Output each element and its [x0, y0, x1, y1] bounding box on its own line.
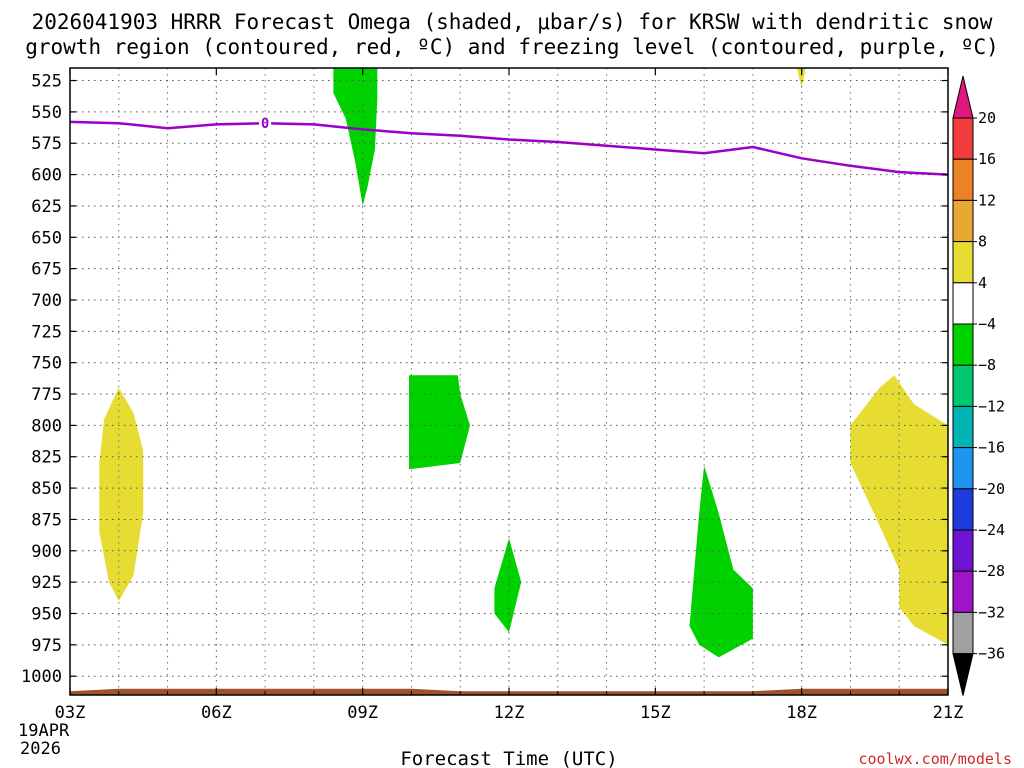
y-tick-label-525: 525	[31, 72, 62, 92]
y-tick-label-800: 800	[31, 416, 62, 436]
y-tick-label-925: 925	[31, 573, 62, 593]
colorbar-label-7: −12	[978, 397, 1005, 415]
x-axis-title: Forecast Time (UTC)	[400, 748, 617, 768]
colorbar-bin-1	[952, 158, 974, 201]
y-tick-label-575: 575	[31, 134, 62, 154]
colorbar-bin-12	[952, 611, 974, 655]
colorbar-bin-0	[952, 117, 974, 160]
gridlines	[70, 68, 948, 695]
omega-region-yellow-top-18z	[796, 68, 806, 89]
colorbar-bin-7	[952, 405, 974, 449]
date-line-day: 19APR	[18, 721, 70, 741]
colorbar-bin-2	[952, 199, 974, 243]
colorbar-label-2: 12	[978, 191, 996, 209]
y-tick-label-850: 850	[31, 479, 62, 499]
y-tick-label-625: 625	[31, 197, 62, 217]
colorbar-top-arrow	[952, 75, 974, 119]
x-tick-label-03Z: 03Z	[55, 703, 86, 723]
y-axis: 525 550 575 600 625 650 675 700 725 750 775 800 825 8…	[21, 72, 948, 687]
freezing-level-line	[69, 120, 949, 176]
colorbar-bin-5	[952, 323, 974, 366]
x-tick-label-12Z: 12Z	[494, 703, 525, 723]
x-axis: 03Z 06Z 09Z 12Z 15Z 18Z 21Z	[55, 68, 964, 723]
y-tick-label-600: 600	[31, 166, 62, 186]
colorbar-bin-4	[952, 282, 974, 325]
y-tick-label-875: 875	[31, 510, 62, 530]
y-tick-label-975: 975	[31, 636, 62, 656]
omega-region-green-mid-10z	[409, 375, 470, 470]
omega-region-green-upper-09z	[333, 68, 378, 206]
colorbar-bin-8	[952, 447, 974, 490]
y-tick-label-675: 675	[31, 260, 62, 280]
x-tick-label-15Z: 15Z	[640, 703, 671, 723]
x-tick-label-06Z: 06Z	[201, 703, 232, 723]
colorbar-bin-9	[952, 488, 974, 531]
y-tick-label-750: 750	[31, 354, 62, 374]
date-line-year: 2026	[20, 739, 61, 759]
y-tick-label-650: 650	[31, 228, 62, 248]
x-tick-label-21Z: 21Z	[933, 703, 964, 723]
colorbar-label-10: −24	[978, 521, 1005, 539]
freezing-level-label: 0	[261, 116, 269, 132]
y-tick-label-725: 725	[31, 322, 62, 342]
omega-region-green-low-12z	[494, 538, 522, 633]
colorbar-label-8: −16	[978, 439, 1005, 457]
colorbar-label-3: 8	[978, 233, 987, 251]
colorbar-label-5: −4	[978, 315, 996, 333]
colorbar-bin-10	[952, 529, 974, 572]
omega-shading	[99, 68, 948, 658]
y-tick-label-775: 775	[31, 385, 62, 405]
chart-title-line2: growth region (contoured, red, ºC) and f…	[25, 35, 999, 59]
y-tick-label-950: 950	[31, 604, 62, 624]
colorbar: 20 16 12 8 4 −4 −8 −12 −16 −20 −24 −28 −32 −36	[952, 75, 1005, 696]
freezing-level-label-bg	[259, 115, 272, 132]
y-tick-label-1000: 1000	[21, 667, 62, 687]
y-tick-label-825: 825	[31, 448, 62, 468]
colorbar-label-11: −28	[978, 562, 1005, 580]
colorbar-label-12: −32	[978, 603, 1005, 621]
colorbar-label-9: −20	[978, 480, 1005, 498]
colorbar-label-13: −36	[978, 645, 1005, 663]
freezing-level-contour: 0	[69, 115, 949, 176]
colorbar-label-4: 4	[978, 274, 987, 292]
site-credit: coolwx.com/models	[858, 750, 1012, 768]
colorbar-bin-3	[952, 241, 974, 284]
y-tick-label-550: 550	[31, 103, 62, 123]
x-tick-label-18Z: 18Z	[786, 703, 817, 723]
colorbar-label-6: −8	[978, 356, 996, 374]
omega-region-green-low-16z	[689, 465, 753, 658]
colorbar-label-1: 16	[978, 150, 996, 168]
colorbar-bin-6	[952, 364, 974, 407]
colorbar-label-0: 20	[978, 109, 996, 127]
omega-region-yellow-low-left	[99, 387, 144, 601]
y-tick-label-700: 700	[31, 291, 62, 311]
chart-title-line1: 2026041903 HRRR Forecast Omega (shaded, …	[32, 10, 993, 34]
x-tick-label-09Z: 09Z	[347, 703, 378, 723]
colorbar-bottom-arrow	[952, 653, 974, 696]
omega-region-yellow-low-right	[850, 375, 948, 645]
y-tick-label-900: 900	[31, 542, 62, 562]
colorbar-bin-11	[952, 570, 974, 613]
